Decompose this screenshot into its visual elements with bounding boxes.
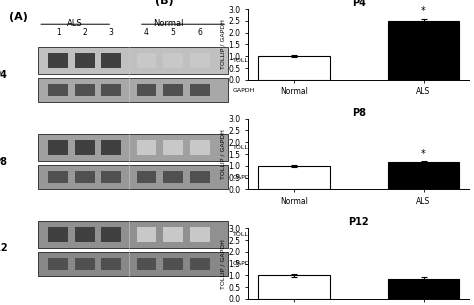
Y-axis label: TOLLIP / GAPDH: TOLLIP / GAPDH bbox=[221, 239, 226, 289]
Text: 4: 4 bbox=[144, 28, 149, 37]
Bar bbox=[38, 252, 228, 276]
Bar bbox=[163, 140, 183, 155]
Text: TOLLIP: TOLLIP bbox=[233, 232, 254, 237]
Bar bbox=[190, 140, 210, 155]
Bar bbox=[48, 171, 68, 183]
Bar bbox=[258, 56, 329, 80]
Bar bbox=[101, 140, 121, 155]
Title: P8: P8 bbox=[352, 108, 366, 118]
Bar bbox=[137, 140, 156, 155]
Bar bbox=[163, 84, 183, 96]
Bar bbox=[48, 140, 68, 155]
Text: 5: 5 bbox=[171, 28, 175, 37]
Bar bbox=[137, 171, 156, 183]
Bar bbox=[190, 171, 210, 183]
Bar bbox=[190, 227, 210, 242]
Bar bbox=[75, 140, 95, 155]
Text: *: * bbox=[421, 6, 426, 16]
Bar bbox=[48, 258, 68, 270]
Bar bbox=[101, 227, 121, 242]
Text: 1: 1 bbox=[56, 28, 61, 37]
Bar bbox=[75, 84, 95, 96]
Bar bbox=[163, 53, 183, 68]
Bar bbox=[38, 47, 228, 74]
Bar bbox=[388, 279, 459, 299]
Bar bbox=[163, 258, 183, 270]
Text: TOLLIP: TOLLIP bbox=[233, 58, 254, 63]
Text: (B): (B) bbox=[155, 0, 174, 6]
Text: Normal: Normal bbox=[154, 19, 184, 28]
Text: GAPDH: GAPDH bbox=[233, 261, 255, 267]
Bar bbox=[48, 84, 68, 96]
Text: (A): (A) bbox=[9, 12, 28, 22]
Y-axis label: TOLLIP / GAPDH: TOLLIP / GAPDH bbox=[221, 129, 226, 179]
Bar bbox=[190, 258, 210, 270]
Text: 3: 3 bbox=[109, 28, 114, 37]
Bar bbox=[137, 53, 156, 68]
Bar bbox=[137, 258, 156, 270]
Text: *: * bbox=[421, 149, 426, 159]
Bar bbox=[75, 258, 95, 270]
Text: P12: P12 bbox=[0, 243, 7, 253]
Bar bbox=[190, 53, 210, 68]
Bar bbox=[137, 84, 156, 96]
Title: P4: P4 bbox=[352, 0, 365, 8]
Text: P4: P4 bbox=[0, 70, 7, 80]
Bar bbox=[38, 221, 228, 248]
Bar bbox=[137, 227, 156, 242]
Bar bbox=[38, 165, 228, 189]
Bar bbox=[48, 53, 68, 68]
Bar bbox=[101, 84, 121, 96]
Text: P8: P8 bbox=[0, 156, 7, 167]
Bar bbox=[101, 53, 121, 68]
Text: GAPDH: GAPDH bbox=[233, 174, 255, 180]
Text: GAPDH: GAPDH bbox=[233, 88, 255, 93]
Bar bbox=[258, 275, 329, 299]
Bar bbox=[190, 84, 210, 96]
Title: P12: P12 bbox=[348, 217, 369, 228]
Bar bbox=[48, 227, 68, 242]
Bar bbox=[258, 166, 329, 189]
Bar bbox=[75, 53, 95, 68]
Bar bbox=[388, 21, 459, 80]
Text: TOLLIP: TOLLIP bbox=[233, 145, 254, 150]
Bar bbox=[101, 258, 121, 270]
Bar bbox=[38, 134, 228, 161]
Bar bbox=[101, 171, 121, 183]
Bar bbox=[163, 227, 183, 242]
Text: 2: 2 bbox=[82, 28, 87, 37]
Bar bbox=[388, 162, 459, 189]
Text: 6: 6 bbox=[197, 28, 202, 37]
Bar bbox=[163, 171, 183, 183]
Text: ALS: ALS bbox=[67, 19, 82, 28]
Bar bbox=[75, 171, 95, 183]
Bar bbox=[38, 78, 228, 102]
Bar bbox=[75, 227, 95, 242]
Y-axis label: TOLLIP / GAPDH: TOLLIP / GAPDH bbox=[221, 20, 226, 70]
